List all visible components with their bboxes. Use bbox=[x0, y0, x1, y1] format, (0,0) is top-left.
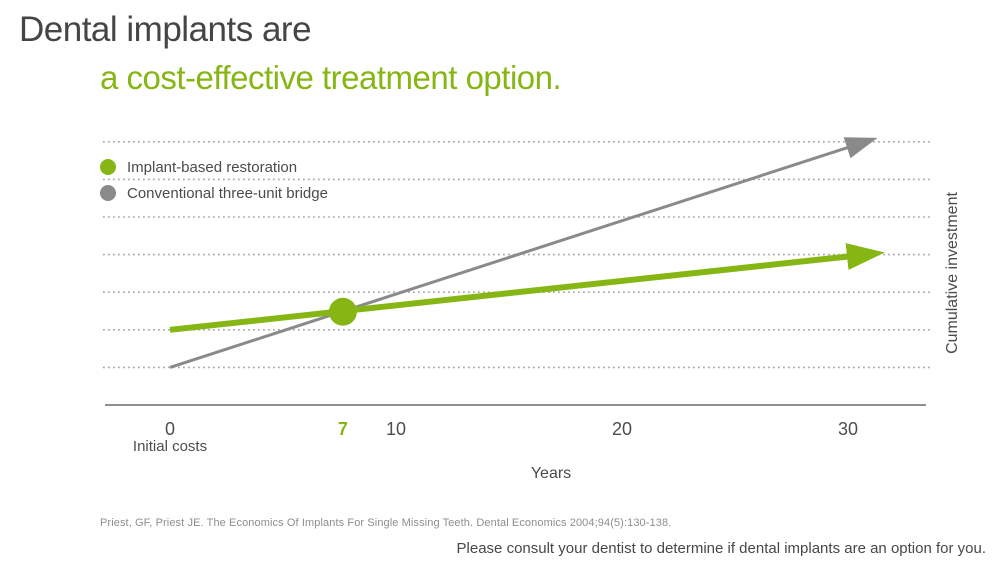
legend-label-implant: Implant-based restoration bbox=[127, 158, 298, 176]
page-subtitle: a cost-effective treatment option. bbox=[100, 59, 562, 96]
x-tick-label-0: 0 bbox=[164, 419, 176, 439]
x-axis-title: Years bbox=[530, 465, 572, 482]
legend-item-implant: Implant-based restoration bbox=[100, 154, 328, 180]
legend-label-bridge: Conventional three-unit bridge bbox=[127, 184, 328, 202]
chart-legend: Implant-based restoration Conventional t… bbox=[100, 154, 328, 206]
cost-comparison-chart bbox=[103, 137, 930, 406]
x-tick-label-20: 20 bbox=[611, 419, 633, 439]
y-axis-title: Cumulative investment bbox=[944, 192, 961, 354]
x-tick-label-7: 7 bbox=[337, 419, 348, 439]
x-tick-label-10: 10 bbox=[385, 419, 407, 439]
page-title: Dental implants are bbox=[19, 10, 312, 49]
legend-item-bridge: Conventional three-unit bridge bbox=[100, 180, 328, 206]
citation-text: Priest, GF, Priest JE. The Economics Of … bbox=[100, 517, 672, 529]
green-dot-icon bbox=[100, 159, 116, 175]
disclaimer-text: Please consult your dentist to determine… bbox=[456, 540, 986, 557]
x-tick-sublabel: Initial costs bbox=[132, 438, 208, 455]
break-even-point bbox=[328, 297, 357, 326]
x-tick-label-30: 30 bbox=[837, 419, 859, 439]
gray-dot-icon bbox=[100, 185, 116, 201]
